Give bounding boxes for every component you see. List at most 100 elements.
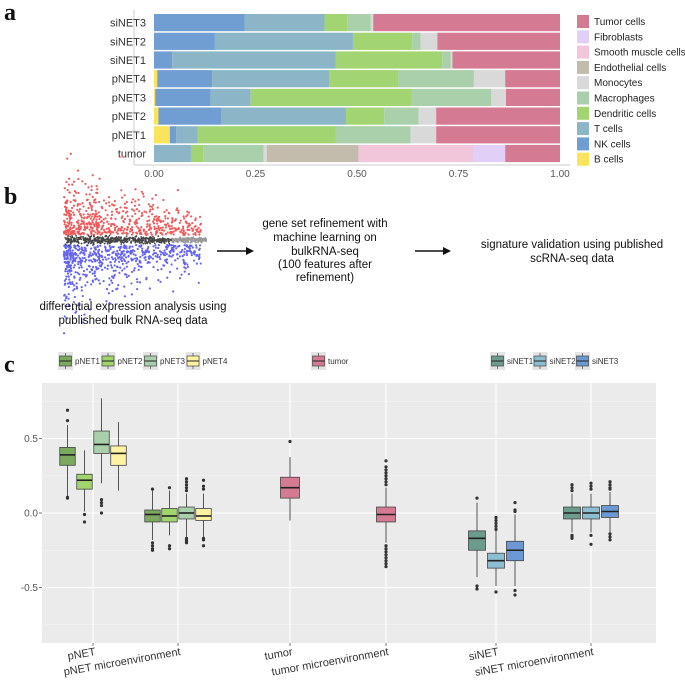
legend-key-pNET4: pNET4: [185, 352, 228, 370]
ma-point: [155, 227, 158, 230]
ma-point: [89, 259, 93, 262]
ma-point: [107, 239, 110, 242]
ma-point: [115, 207, 119, 211]
y-tick-label: pNET3: [112, 92, 146, 104]
ma-point: [64, 304, 67, 308]
ma-point: [142, 195, 145, 198]
ma-point: [73, 237, 75, 240]
ma-point: [188, 244, 192, 247]
ma-point: [123, 245, 127, 248]
ma-point: [131, 226, 134, 229]
ma-point: [66, 257, 70, 260]
outlier-point: [201, 478, 206, 482]
bar-segment: [329, 70, 399, 88]
ma-point: [190, 215, 193, 218]
ma-point: [160, 251, 163, 254]
ma-point: [91, 241, 94, 244]
outlier-point: [494, 524, 498, 529]
ma-point: [72, 266, 75, 269]
ma-point: [80, 246, 83, 249]
ma-point: [183, 217, 186, 220]
ma-point: [104, 240, 107, 243]
ma-point: [132, 269, 136, 272]
ma-point: [84, 241, 86, 243]
ma-point: [181, 225, 185, 228]
ma-point: [74, 247, 78, 250]
ma-point: [188, 237, 191, 240]
ma-point: [97, 239, 100, 241]
ma-point: [137, 217, 141, 220]
ma-point: [95, 218, 98, 221]
ma-point: [128, 222, 131, 226]
ma-point: [101, 236, 104, 239]
ma-point: [145, 241, 148, 244]
ma-point: [118, 239, 121, 241]
ma-point: [105, 227, 108, 230]
ma-point: [156, 231, 159, 234]
outlier-point: [65, 408, 70, 412]
ma-point: [135, 225, 138, 228]
box-siNET3: [601, 480, 619, 542]
outlier-point: [201, 484, 206, 488]
ma-point: [97, 251, 100, 254]
ma-point: [70, 242, 72, 245]
ma-point: [164, 214, 167, 218]
ma-point: [102, 199, 106, 202]
ma-point: [156, 206, 159, 209]
ma-point: [90, 233, 93, 236]
ma-point: [183, 263, 187, 266]
ma-point: [90, 215, 93, 218]
ma-point: [122, 232, 125, 235]
bar-segment: [154, 51, 173, 69]
x-tick-label: siNET: [468, 646, 500, 663]
ma-point: [138, 241, 141, 243]
legend-swatch: [577, 91, 589, 105]
ma-point: [128, 246, 131, 250]
ma-point: [64, 278, 68, 281]
ma-point: [185, 253, 189, 257]
bar-segment: [250, 88, 411, 106]
ma-point: [156, 253, 159, 256]
ma-point: [109, 217, 113, 220]
ma-point: [64, 270, 67, 273]
box-iqr: [195, 508, 212, 521]
ma-point: [113, 241, 115, 243]
ma-point: [183, 253, 186, 256]
ma-point: [119, 253, 122, 257]
ma-point: [118, 260, 121, 263]
outlier-point: [99, 500, 104, 505]
legend-label: Macrophages: [594, 94, 655, 105]
outlier-point: [150, 487, 155, 491]
bar-segment: [324, 14, 348, 32]
ma-point: [133, 257, 137, 260]
ma-point: [83, 223, 86, 226]
ma-point: [86, 198, 89, 201]
outlier-point: [384, 550, 388, 554]
ma-point: [102, 280, 105, 283]
ma-point: [95, 185, 98, 188]
ma-point: [91, 272, 94, 275]
ma-point: [198, 215, 202, 218]
ma-point: [81, 202, 84, 205]
outlier-point: [184, 483, 189, 487]
ma-point: [107, 257, 110, 260]
ma-point: [104, 217, 107, 220]
ma-point: [126, 228, 129, 231]
ma-point: [198, 253, 201, 256]
ma-point: [121, 269, 124, 272]
ma-point: [80, 251, 83, 254]
ma-point: [69, 238, 72, 241]
ma-point: [137, 230, 141, 233]
ma-point: [143, 210, 146, 213]
ma-point: [72, 257, 75, 260]
ma-point: [188, 223, 192, 227]
ma-point: [150, 205, 154, 208]
ma-point: [191, 237, 194, 239]
ma-point: [163, 264, 166, 267]
ma-point: [185, 215, 188, 218]
ma-point: [195, 262, 198, 265]
ma-point: [74, 257, 77, 260]
outlier-point: [494, 518, 498, 523]
ma-point: [92, 229, 95, 233]
ma-point: [157, 235, 160, 238]
